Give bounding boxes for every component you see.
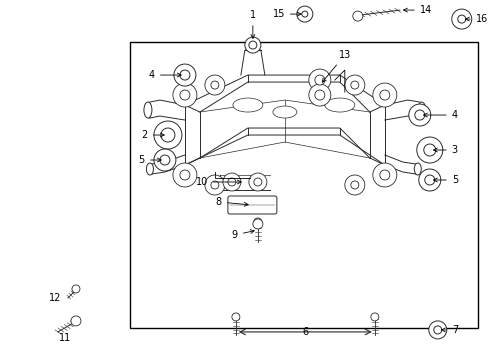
Text: 9: 9 <box>232 230 254 240</box>
Circle shape <box>71 316 81 326</box>
Circle shape <box>180 90 190 100</box>
Circle shape <box>351 181 359 189</box>
Circle shape <box>228 178 236 186</box>
Circle shape <box>419 169 441 191</box>
Circle shape <box>415 110 425 120</box>
Text: 12: 12 <box>49 293 61 303</box>
Circle shape <box>249 173 267 191</box>
Circle shape <box>373 83 397 107</box>
Circle shape <box>351 81 359 89</box>
Circle shape <box>424 144 436 156</box>
Ellipse shape <box>418 102 426 118</box>
Circle shape <box>380 170 390 180</box>
Circle shape <box>417 137 443 163</box>
Circle shape <box>309 84 331 106</box>
Circle shape <box>245 37 261 53</box>
Circle shape <box>173 83 197 107</box>
Circle shape <box>154 149 176 171</box>
Circle shape <box>315 75 325 85</box>
Circle shape <box>458 15 466 23</box>
Text: 13: 13 <box>322 50 351 82</box>
Ellipse shape <box>273 106 297 118</box>
Circle shape <box>373 163 397 187</box>
Circle shape <box>161 128 175 142</box>
Circle shape <box>380 90 390 100</box>
Circle shape <box>180 170 190 180</box>
Circle shape <box>253 219 263 229</box>
Text: 3: 3 <box>434 145 458 155</box>
Text: 10: 10 <box>196 177 241 187</box>
Text: 2: 2 <box>142 130 164 140</box>
Text: 5: 5 <box>139 155 161 165</box>
Circle shape <box>434 326 442 334</box>
Circle shape <box>425 175 435 185</box>
Circle shape <box>72 285 80 293</box>
Circle shape <box>353 11 363 21</box>
Text: 15: 15 <box>272 9 301 19</box>
Circle shape <box>205 75 225 95</box>
FancyBboxPatch shape <box>228 196 277 214</box>
Text: 4: 4 <box>423 110 458 120</box>
Circle shape <box>232 313 240 321</box>
Circle shape <box>160 155 170 165</box>
Text: 16: 16 <box>466 14 488 24</box>
Circle shape <box>309 69 331 91</box>
Text: 4: 4 <box>149 70 181 80</box>
Text: 11: 11 <box>59 333 71 343</box>
Circle shape <box>180 70 190 80</box>
Text: 8: 8 <box>216 197 248 207</box>
Text: 1: 1 <box>250 10 256 39</box>
Circle shape <box>211 181 219 189</box>
Ellipse shape <box>147 163 153 175</box>
Circle shape <box>302 11 308 17</box>
Bar <box>130 42 478 328</box>
Circle shape <box>254 218 262 226</box>
Ellipse shape <box>144 102 152 118</box>
Circle shape <box>205 175 225 195</box>
Circle shape <box>345 175 365 195</box>
Circle shape <box>254 178 262 186</box>
Text: 14: 14 <box>403 5 432 15</box>
Circle shape <box>429 321 447 339</box>
Circle shape <box>371 313 379 321</box>
Circle shape <box>173 163 197 187</box>
Circle shape <box>345 75 365 95</box>
Circle shape <box>174 64 196 86</box>
Circle shape <box>297 6 313 22</box>
Ellipse shape <box>414 163 421 175</box>
Text: 5: 5 <box>434 175 458 185</box>
Text: 7: 7 <box>441 325 458 335</box>
Circle shape <box>452 9 472 29</box>
Circle shape <box>409 104 431 126</box>
Circle shape <box>315 90 325 100</box>
Circle shape <box>154 121 182 149</box>
Ellipse shape <box>325 98 355 112</box>
Ellipse shape <box>233 98 263 112</box>
Circle shape <box>211 81 219 89</box>
Circle shape <box>249 41 257 49</box>
Circle shape <box>223 173 241 191</box>
Text: 6: 6 <box>302 327 308 337</box>
